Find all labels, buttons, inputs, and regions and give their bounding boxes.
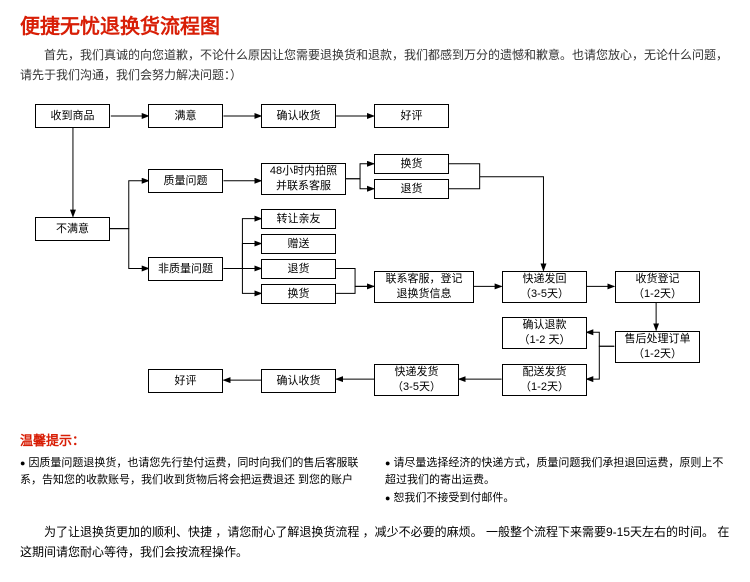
flow-node-tran: 转让亲友 (261, 209, 336, 229)
tips-left-col: 因质量问题退换货，也请您先行垫付运费，同时向我们的售后客服联系，告知您的收款账号… (20, 455, 365, 508)
page-title: 便捷无忧退换货流程图 (20, 10, 730, 39)
flowchart: 收到商品满意确认收货好评质量问题48小时内拍照 并联系客服换货退货不满意非质量问… (20, 98, 730, 418)
flow-node-exch: 换货 (374, 154, 449, 174)
flow-node-unsat: 不满意 (35, 217, 110, 241)
flow-node-ret2: 退货 (261, 259, 336, 279)
tips-right-col: 请尽量选择经济的快递方式，质量问题我们承担退回运费，原则上不超过我们的寄出运费。… (385, 455, 730, 508)
flow-node-qual: 质量问题 (148, 169, 223, 193)
flow-node-exch2: 换货 (261, 284, 336, 304)
tips-item: 恕我们不接受到付邮件。 (385, 490, 730, 508)
flow-node-cs: 联系客服，登记 退换货信息 (374, 271, 474, 303)
flow-node-sat: 满意 (148, 104, 223, 128)
flow-node-ret: 退货 (374, 179, 449, 199)
flow-node-rcv: 收到商品 (35, 104, 110, 128)
flow-node-good2: 好评 (148, 369, 223, 393)
footer-text: 为了让退换货更加的顺利、快捷 ，请您耐心了解退换货流程 ，减少不必要的麻烦。 一… (20, 522, 730, 563)
flow-node-gift: 赠送 (261, 234, 336, 254)
flow-node-proc: 售后处理订单 （1-2天） (615, 331, 700, 363)
flow-node-deli: 配送发货 （1-2天） (502, 364, 587, 396)
flow-node-good: 好评 (374, 104, 449, 128)
flow-node-reg: 收货登记 （1-2天） (615, 271, 700, 303)
flow-node-conf: 确认收货 (261, 104, 336, 128)
intro-text: 首先，我们真诚的向您道歉，不论什么原因让您需要退换货和退款，我们都感到万分的遗憾… (20, 45, 730, 86)
tips-title: 温馨提示： (20, 430, 730, 449)
flow-node-nqual: 非质量问题 (148, 257, 223, 281)
flow-node-p48: 48小时内拍照 并联系客服 (261, 163, 346, 195)
tips-item: 因质量问题退换货，也请您先行垫付运费，同时向我们的售后客服联系，告知您的收款账号… (20, 455, 365, 490)
flow-node-ship: 快递发回 （3-5天） (502, 271, 587, 303)
flow-node-refc: 确认退款 （1-2 天） (502, 317, 587, 349)
flow-node-ship2: 快递发货 （3-5天） (374, 364, 459, 396)
tips-item: 请尽量选择经济的快递方式，质量问题我们承担退回运费，原则上不超过我们的寄出运费。 (385, 455, 730, 490)
flow-node-conf2: 确认收货 (261, 369, 336, 393)
